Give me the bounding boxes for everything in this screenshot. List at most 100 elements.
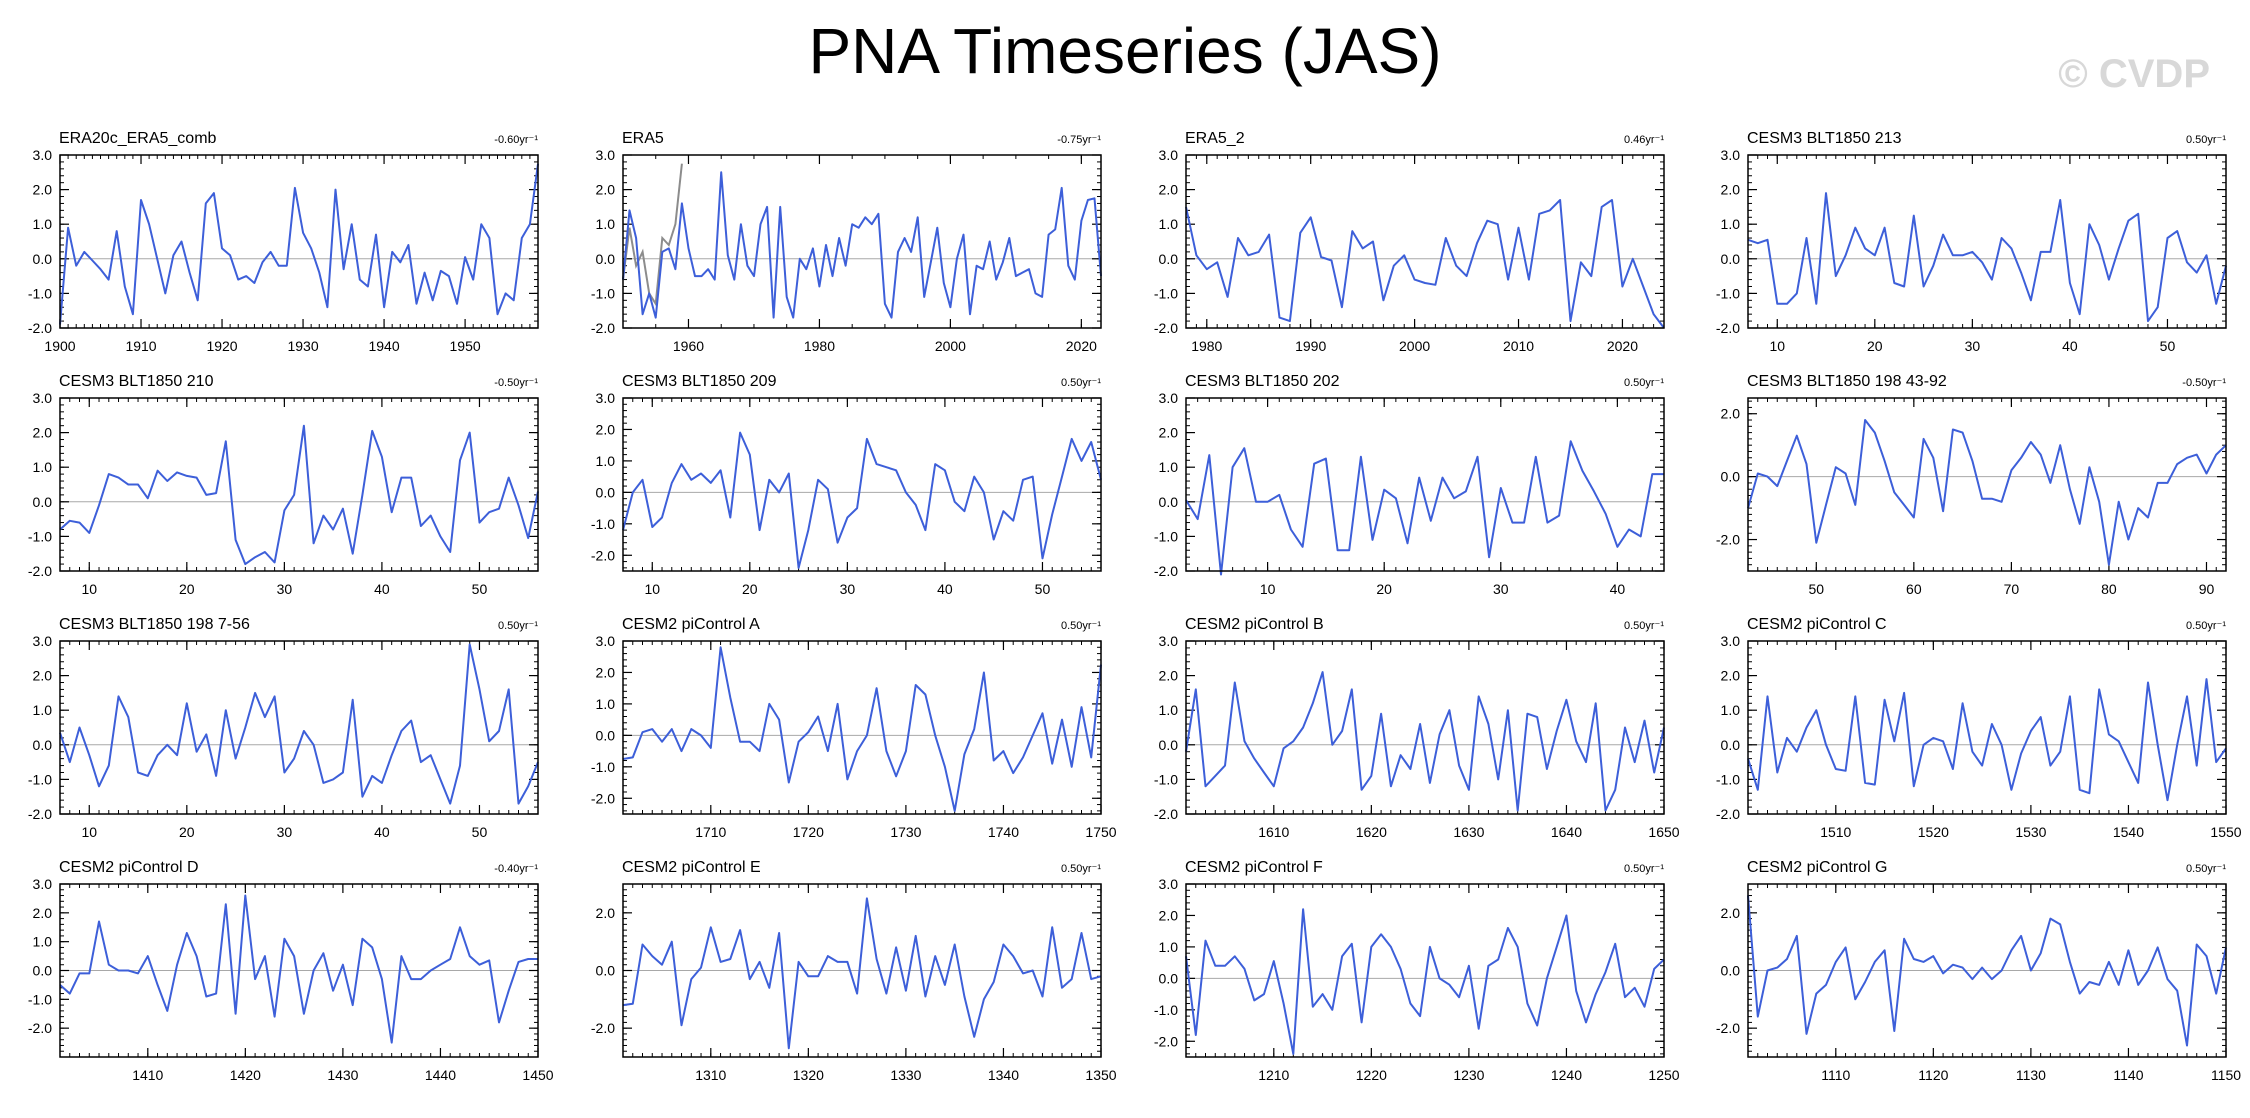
pna-series-line xyxy=(1185,199,1665,329)
y-tick-label: 2.0 xyxy=(33,905,53,921)
y-tick-label: -2.0 xyxy=(1154,563,1178,579)
panel-trend-label: 0.50yr⁻¹ xyxy=(1624,863,1664,875)
watermark-logo: © CVDP xyxy=(2058,52,2210,96)
chart-panel-12: CESM2 piControl C 0.50yr⁻¹ -2.0 -1.0 0.0 1.0 2… xyxy=(1716,616,2242,840)
x-tick-label: 1620 xyxy=(1356,824,1387,840)
chart-panel-9: CESM3 BLT1850 198 7-56 0.50yr⁻¹ -2.0 -1.0 0.… xyxy=(28,616,539,840)
x-tick-label: 1650 xyxy=(1648,824,1679,840)
x-tick-label: 50 xyxy=(472,581,488,597)
panel-trend-label: 0.50yr⁻¹ xyxy=(1624,377,1664,389)
pna-series-line xyxy=(622,431,1102,569)
x-tick-label: 20 xyxy=(1376,581,1392,597)
y-tick-label: 0.0 xyxy=(33,251,53,267)
x-tick-label: 20 xyxy=(179,824,195,840)
panel-title: CESM2 piControl G xyxy=(1747,859,1888,876)
x-tick-label: 1730 xyxy=(890,824,921,840)
chart-panel-15: CESM2 piControl F 0.50yr⁻¹ -2.0 -1.0 0.0 1.0 2… xyxy=(1154,859,1680,1083)
y-tick-label: 2.0 xyxy=(1159,425,1179,441)
x-tick-label: 2000 xyxy=(935,338,966,354)
x-tick-label: 40 xyxy=(374,824,390,840)
y-tick-label: 1.0 xyxy=(596,696,616,712)
y-tick-label: 3.0 xyxy=(1159,633,1179,649)
y-tick-label: 0.0 xyxy=(1721,737,1741,753)
pna-series-line xyxy=(59,424,539,566)
y-tick-label: 3.0 xyxy=(33,147,53,163)
chart-panel-7: CESM3 BLT1850 202 0.50yr⁻¹ -2.0 -1.0 0.0 1.0 2… xyxy=(1154,373,1665,597)
plot-frame xyxy=(622,883,1102,1058)
y-tick-label: -2.0 xyxy=(28,320,52,336)
panel-title: CESM3 BLT1850 202 xyxy=(1185,373,1340,390)
x-tick-label: 1120 xyxy=(1918,1067,1948,1083)
chart-panel-11: CESM2 piControl B 0.50yr⁻¹ -2.0 -1.0 0.0 1.0 2… xyxy=(1154,616,1680,840)
y-tick-label: 0.0 xyxy=(1159,494,1179,510)
x-tick-label: 20 xyxy=(1867,338,1883,354)
panel-trend-label: 0.50yr⁻¹ xyxy=(1624,620,1664,632)
y-tick-label: -1.0 xyxy=(591,285,615,301)
y-tick-label: 0.0 xyxy=(596,963,616,979)
x-tick-label: 1530 xyxy=(2015,824,2046,840)
x-tick-label: 1110 xyxy=(1821,1067,1850,1083)
x-tick-label: 1240 xyxy=(1551,1067,1582,1083)
y-tick-label: -2.0 xyxy=(1716,1020,1740,1036)
y-tick-label: 2.0 xyxy=(596,664,616,680)
y-tick-label: 0.0 xyxy=(1159,970,1179,986)
x-tick-label: 30 xyxy=(277,581,293,597)
pna-series-line xyxy=(1185,908,1665,1055)
chart-panel-6: CESM3 BLT1850 209 0.50yr⁻¹ -2.0 -1.0 0.0 1.0 2… xyxy=(591,373,1102,597)
x-tick-label: 10 xyxy=(644,581,660,597)
y-tick-label: 2.0 xyxy=(33,425,53,441)
panel-trend-label: 0.50yr⁻¹ xyxy=(498,620,538,632)
y-tick-label: 0.0 xyxy=(33,494,53,510)
x-tick-label: 1350 xyxy=(1085,1067,1116,1083)
y-tick-label: 2.0 xyxy=(1721,905,1741,921)
y-tick-label: 1.0 xyxy=(33,702,53,718)
x-tick-label: 1210 xyxy=(1258,1067,1289,1083)
panel-title: CESM2 piControl A xyxy=(622,616,760,633)
plot-frame xyxy=(622,397,1102,572)
y-tick-label: -2.0 xyxy=(1716,532,1740,548)
pna-series-line xyxy=(59,163,539,325)
x-tick-label: 1750 xyxy=(1085,824,1116,840)
x-tick-label: 2020 xyxy=(1607,338,1638,354)
pna-series-line xyxy=(1747,192,2227,323)
y-tick-label: 0.0 xyxy=(596,727,616,743)
y-tick-label: 2.0 xyxy=(1721,182,1741,198)
x-tick-label: 40 xyxy=(2062,338,2078,354)
y-tick-label: -1.0 xyxy=(591,759,615,775)
y-tick-label: 1.0 xyxy=(33,216,53,232)
pna-series-line xyxy=(1185,440,1664,576)
y-tick-label: -1.0 xyxy=(591,516,615,532)
y-tick-label: 3.0 xyxy=(1721,147,1741,163)
x-tick-label: 70 xyxy=(2004,581,2020,597)
panel-trend-label: 0.50yr⁻¹ xyxy=(1061,620,1101,632)
panel-title: CESM3 BLT1850 210 xyxy=(59,373,214,390)
chart-panel-1: ERA20c_ERA5_comb -0.60yr⁻¹ -2.0 -1.0 0.0 1.0 2… xyxy=(28,130,539,354)
plot-frame xyxy=(622,154,1102,329)
y-tick-label: -1.0 xyxy=(1716,285,1740,301)
x-tick-label: 1250 xyxy=(1648,1067,1679,1083)
y-tick-label: -2.0 xyxy=(28,563,52,579)
chart-panel-16: CESM2 piControl G 0.50yr⁻¹ -2.0 0.0 2.0 1110 1… xyxy=(1716,859,2241,1083)
y-tick-label: 1.0 xyxy=(33,459,53,475)
panel-trend-label: -0.40yr⁻¹ xyxy=(494,863,538,875)
x-tick-label: 20 xyxy=(742,581,758,597)
x-tick-label: 1130 xyxy=(2016,1067,2046,1083)
y-tick-label: -1.0 xyxy=(1154,285,1178,301)
figure-title: PNA Timeseries (JAS) xyxy=(808,15,1442,87)
y-tick-label: -1.0 xyxy=(1154,528,1178,544)
x-tick-label: 1740 xyxy=(988,824,1019,840)
x-tick-label: 30 xyxy=(1965,338,1981,354)
chart-panel-8: CESM3 BLT1850 198 43-92 -0.50yr⁻¹ -2.0 0.0 2… xyxy=(1716,373,2227,597)
y-tick-label: 3.0 xyxy=(1721,633,1741,649)
panel-title: CESM2 piControl F xyxy=(1185,859,1323,876)
x-tick-label: 1980 xyxy=(1191,338,1222,354)
chart-panel-3: ERA5_2 0.46yr⁻¹ -2.0 -1.0 0.0 1.0 2.0 3.0 1980 19… xyxy=(1154,130,1665,354)
plot-frame xyxy=(1185,883,1665,1058)
y-tick-label: 3.0 xyxy=(33,633,53,649)
y-tick-label: -2.0 xyxy=(1154,806,1178,822)
panel-title: ERA5 xyxy=(622,130,664,147)
plot-frame xyxy=(622,640,1102,815)
plot-frame xyxy=(1747,397,2227,572)
x-tick-label: 1320 xyxy=(793,1067,824,1083)
